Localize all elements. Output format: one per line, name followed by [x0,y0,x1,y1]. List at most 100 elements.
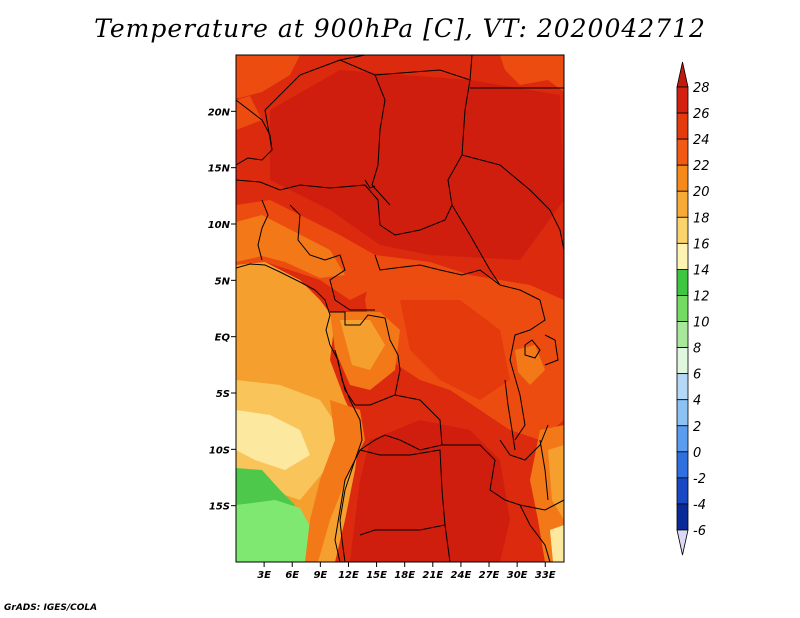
colorbar-segment [676,112,689,140]
border-22 [519,504,551,562]
border-5 [469,55,473,81]
colorbar-bottom-cap [676,529,689,556]
colorbar-label: 4 [693,394,701,409]
colorbar-label: 26 [693,107,710,122]
lake-tanganyika [504,379,516,451]
border-14 [330,311,401,406]
border-20 [444,524,451,562]
lon-label: 9E [313,570,327,581]
border-16 [374,394,443,451]
border-8 [236,179,453,236]
border-2 [264,55,366,151]
colorbar-segment [676,164,689,192]
field-se-16 [550,525,564,562]
colorbar-label: 0 [693,446,701,461]
border-19 [359,449,446,536]
map-frame [235,54,565,563]
lon-label: 15E [366,570,387,581]
lake-victoria [524,339,541,359]
field-angola-coast-22 [305,400,365,562]
colorbar-segment [676,451,689,479]
field-band-22-west [236,215,345,278]
field-sw-12 [236,500,314,562]
lon-label: 27E [479,570,500,581]
border-10 [289,204,326,261]
border-4 [374,69,501,286]
colorbar-label: 16 [693,237,710,252]
field-patch-ne [500,55,564,92]
colorbar-label: 12 [693,289,710,304]
lon-label: 6E [285,570,299,581]
colorbar-top-cap [676,61,689,88]
lat-label: 10N [208,220,231,231]
field-sw-16 [236,410,310,470]
border-11 [324,254,375,311]
lon-label: 21E [422,570,443,581]
lon-label: 18E [394,570,415,581]
colorbar-segment [676,477,689,505]
colorbar-label: 24 [693,133,710,148]
colorbar-segment [676,190,689,218]
colorbar-label: 14 [693,263,710,278]
colorbar-segment [676,321,689,348]
border-17 [442,444,564,511]
colorbar-segment [676,399,689,427]
credit-text: GrADS: IGES/COLA [4,603,98,613]
colorbar-segment [676,347,689,375]
lat-label: 5S [216,389,230,400]
colorbar-segment [676,503,689,531]
lon-label: 12E [338,570,359,581]
lon-label: 24E [451,570,472,581]
colorbar-label: 2 [693,420,701,435]
lat-label: 10S [209,445,230,456]
colorbar-segment [676,295,689,322]
colorbar-label: 8 [693,342,701,357]
chart-title: Temperature at 900hPa [C], VT: 202004271… [94,14,706,43]
colorbar-label: -4 [693,498,706,513]
lat-label: 15S [209,502,230,513]
colorbar-segment [676,216,689,244]
lat-label: EQ [215,333,231,344]
field-patch-nw [236,55,300,98]
colorbar-label: 28 [693,81,710,96]
border-21 [499,424,549,461]
colorbar-segment [676,373,689,401]
lat-label: 15N [208,164,231,175]
field-core-28 [270,70,564,260]
lake-chad [364,179,376,189]
lat-label: 5N [215,276,231,287]
coastline-west [236,263,363,562]
lon-label: 30E [507,570,528,581]
colorbar-label: 22 [693,159,710,174]
border-7 [461,154,564,251]
colorbar-segment [676,138,689,166]
field-band-26-central [400,300,510,400]
field-congo-20 [340,320,385,370]
colorbar-label: 10 [693,316,710,331]
colorbar-segment [676,425,689,453]
longitude-axis: 3E 6E 9E 12E 15E 18E 21E 24E 27E 30E 33E [257,562,556,581]
colorbar-label: 20 [693,185,710,200]
temperature-field [236,55,564,562]
border-23 [544,334,559,366]
lat-label: 20N [208,107,231,118]
colorbar-segment [676,242,689,270]
colorbar-label: 18 [693,211,710,226]
field-east-22 [515,345,545,385]
latitude-axis: 20N 15N 10N 5N EQ 5S 10S 15S [208,107,236,513]
border-12 [374,254,541,301]
colorbar-segment [676,269,689,296]
colorbar-segment [676,86,689,114]
colorbar-label: -6 [693,524,706,539]
border-9 [257,199,269,261]
border-18 [334,439,376,562]
country-borders [236,55,564,562]
lake-malawi [539,439,549,501]
colorbar-label: 6 [693,368,701,383]
lon-label: 33E [535,570,556,581]
lon-label: 3E [257,570,271,581]
field-se-20 [548,445,564,520]
colorbar-label: -2 [693,472,706,487]
